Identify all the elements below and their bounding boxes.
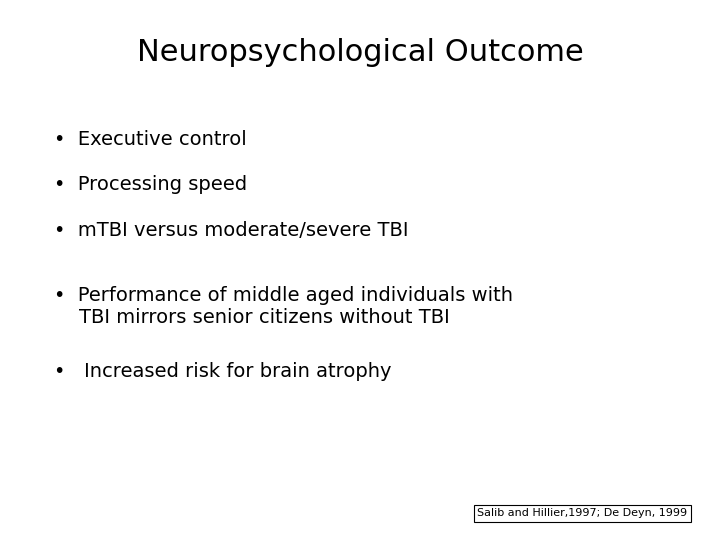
Text: •  mTBI versus moderate/severe TBI: • mTBI versus moderate/severe TBI <box>54 221 408 240</box>
Text: •  Executive control: • Executive control <box>54 130 247 148</box>
Text: •   Increased risk for brain atrophy: • Increased risk for brain atrophy <box>54 362 392 381</box>
Text: Neuropsychological Outcome: Neuropsychological Outcome <box>137 38 583 67</box>
Text: •  Performance of middle aged individuals with
    TBI mirrors senior citizens w: • Performance of middle aged individuals… <box>54 286 513 327</box>
Text: Salib and Hillier,1997; De Deyn, 1999: Salib and Hillier,1997; De Deyn, 1999 <box>477 508 688 518</box>
Text: •  Processing speed: • Processing speed <box>54 176 247 194</box>
